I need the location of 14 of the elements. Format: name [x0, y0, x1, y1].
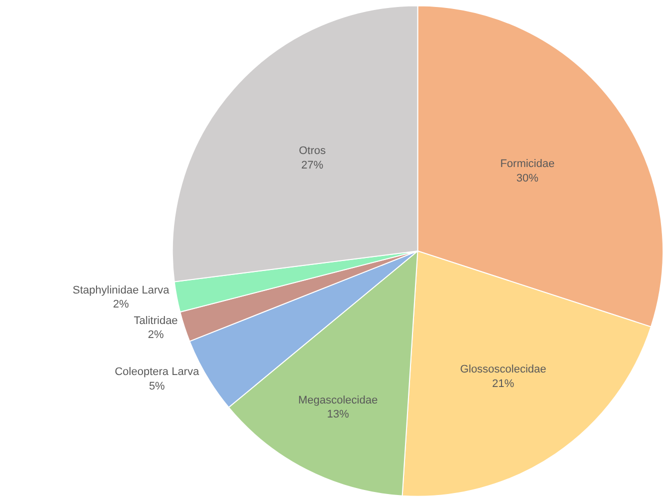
slice-label: Glossoscolecidae [460, 364, 546, 376]
data-label: 30% [516, 172, 539, 184]
data-label: 21% [492, 378, 514, 390]
slice-label: Megascolecidae [298, 394, 378, 406]
data-label: 5% [148, 380, 166, 392]
slice-label: Otros [298, 145, 326, 158]
data-label: 2% [113, 298, 130, 311]
slice-label: Formicidae [500, 158, 555, 170]
slice-label: Staphylinidae Larva [72, 284, 170, 296]
data-label: 2% [148, 329, 164, 342]
data-label: 13% [326, 408, 350, 421]
data-label: 27% [301, 159, 324, 172]
slice-label: Talitridae [134, 314, 178, 327]
slice-label: Coleoptera Larva [114, 366, 200, 378]
